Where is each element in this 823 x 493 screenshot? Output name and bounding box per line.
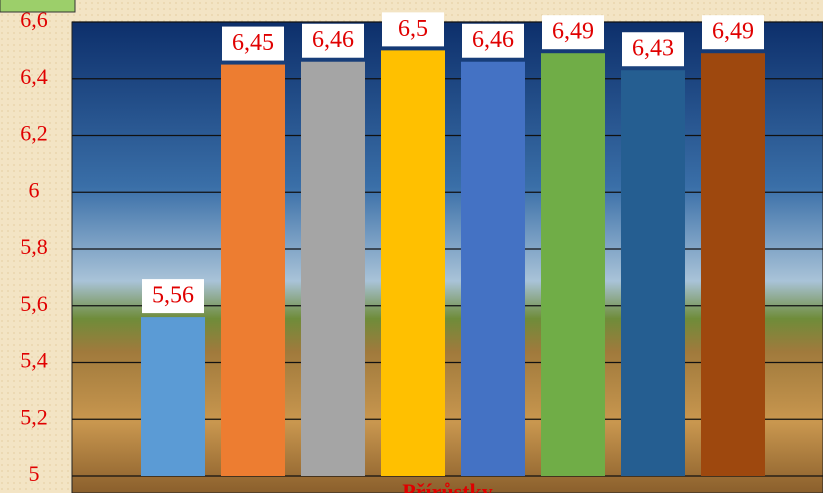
bar [141,317,205,476]
bar [541,53,605,477]
data-label: 6,49 [552,19,594,45]
y-tick-label: 5 [29,461,40,486]
data-label: 6,45 [232,30,274,56]
y-tick-label: 5,6 [20,291,48,316]
data-label: 6,46 [312,27,354,53]
bar [621,70,685,477]
data-label-box [382,12,444,47]
y-tick-label: 6,2 [20,121,48,146]
data-label-box [302,23,364,58]
data-label: 6,49 [712,19,754,45]
data-label-box [702,15,764,50]
bar [701,53,765,477]
y-tick-label: 6 [29,177,40,202]
data-label: 6,46 [472,27,514,53]
x-tick-label: Přírůstky [402,479,492,493]
data-label-box [222,26,284,61]
y-tick-label: 6,6 [20,7,48,32]
data-label-box [462,23,524,58]
y-tick-label: 5,4 [20,348,48,373]
bar [381,50,445,476]
data-label: 5,56 [152,283,194,309]
y-tick-label: 6,4 [20,64,48,89]
header-tab [0,0,76,13]
data-label: 6,43 [632,36,674,62]
bar [461,61,525,476]
bar [301,61,365,476]
data-label-box [542,15,604,50]
data-label-box [622,32,684,67]
data-label-box [142,279,204,314]
y-tick-label: 5,2 [20,404,48,429]
bar [221,64,285,476]
y-tick-label: 5,8 [20,234,48,259]
data-label: 6,5 [398,16,428,42]
